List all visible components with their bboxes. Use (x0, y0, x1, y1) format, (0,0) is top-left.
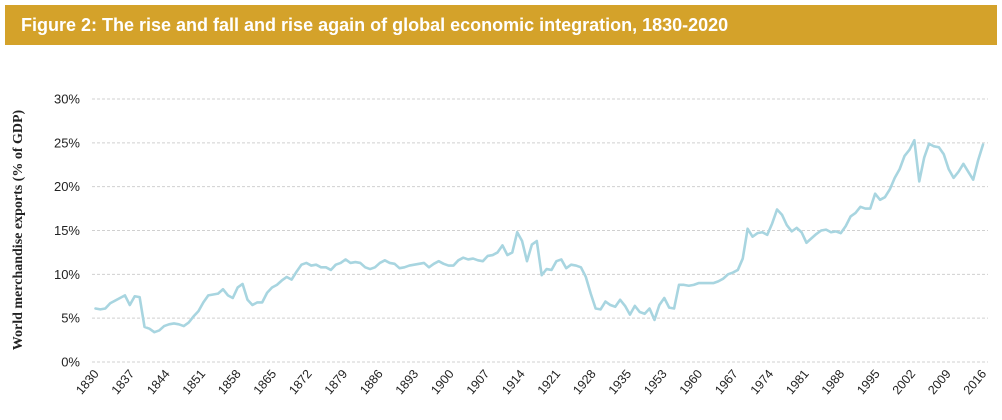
x-tick-label: 1967 (712, 367, 741, 397)
y-axis-label: World merchandise exports (% of GDP) (11, 109, 26, 350)
y-tick-label: 5% (61, 311, 80, 326)
x-tick-label: 1872 (286, 367, 315, 397)
x-tick-label: 1907 (464, 367, 493, 397)
y-axis-ticks: 0% 5% 10% 15% 20% 25% 30% (54, 92, 80, 370)
x-tick-label: 2009 (925, 367, 954, 397)
x-tick-label: 2016 (961, 367, 990, 397)
x-tick-label: 1844 (144, 367, 173, 397)
y-tick-label: 15% (54, 223, 80, 238)
gridlines (92, 98, 988, 363)
y-tick-label: 0% (61, 355, 80, 370)
x-tick-label: 1995 (854, 367, 883, 397)
figure-banner: Figure 2: The rise and fall and rise aga… (5, 5, 997, 45)
x-tick-label: 1981 (783, 367, 812, 397)
x-tick-label: 1865 (251, 367, 280, 397)
x-tick-label: 1921 (535, 367, 564, 397)
x-tick-label: 1830 (73, 367, 102, 397)
x-axis-ticks: 1830 1837 1844 1851 1858 1865 1872 1879 1886 1893… (73, 367, 989, 397)
x-tick-label: 1893 (393, 367, 422, 397)
x-tick-label: 1837 (109, 367, 138, 397)
x-tick-label: 1928 (570, 367, 599, 397)
x-tick-label: 1935 (606, 367, 635, 397)
x-tick-label: 1914 (499, 367, 528, 397)
x-tick-label: 1858 (215, 367, 244, 397)
series-line (94, 138, 985, 334)
x-tick-label: 1851 (180, 367, 209, 397)
figure-title: Figure 2: The rise and fall and rise aga… (21, 15, 729, 35)
x-tick-label: 1886 (357, 367, 386, 397)
x-tick-label: 1879 (322, 367, 351, 397)
x-tick-label: 1960 (677, 367, 706, 397)
x-tick-label: 1974 (748, 367, 777, 397)
x-tick-label: 1953 (641, 367, 670, 397)
y-tick-label: 20% (54, 179, 80, 194)
y-tick-label: 25% (54, 135, 80, 150)
x-tick-label: 1900 (428, 367, 457, 397)
y-tick-label: 30% (54, 92, 80, 107)
x-tick-label: 1988 (819, 367, 848, 397)
y-tick-label: 10% (54, 267, 80, 282)
x-tick-label: 2002 (890, 367, 919, 397)
